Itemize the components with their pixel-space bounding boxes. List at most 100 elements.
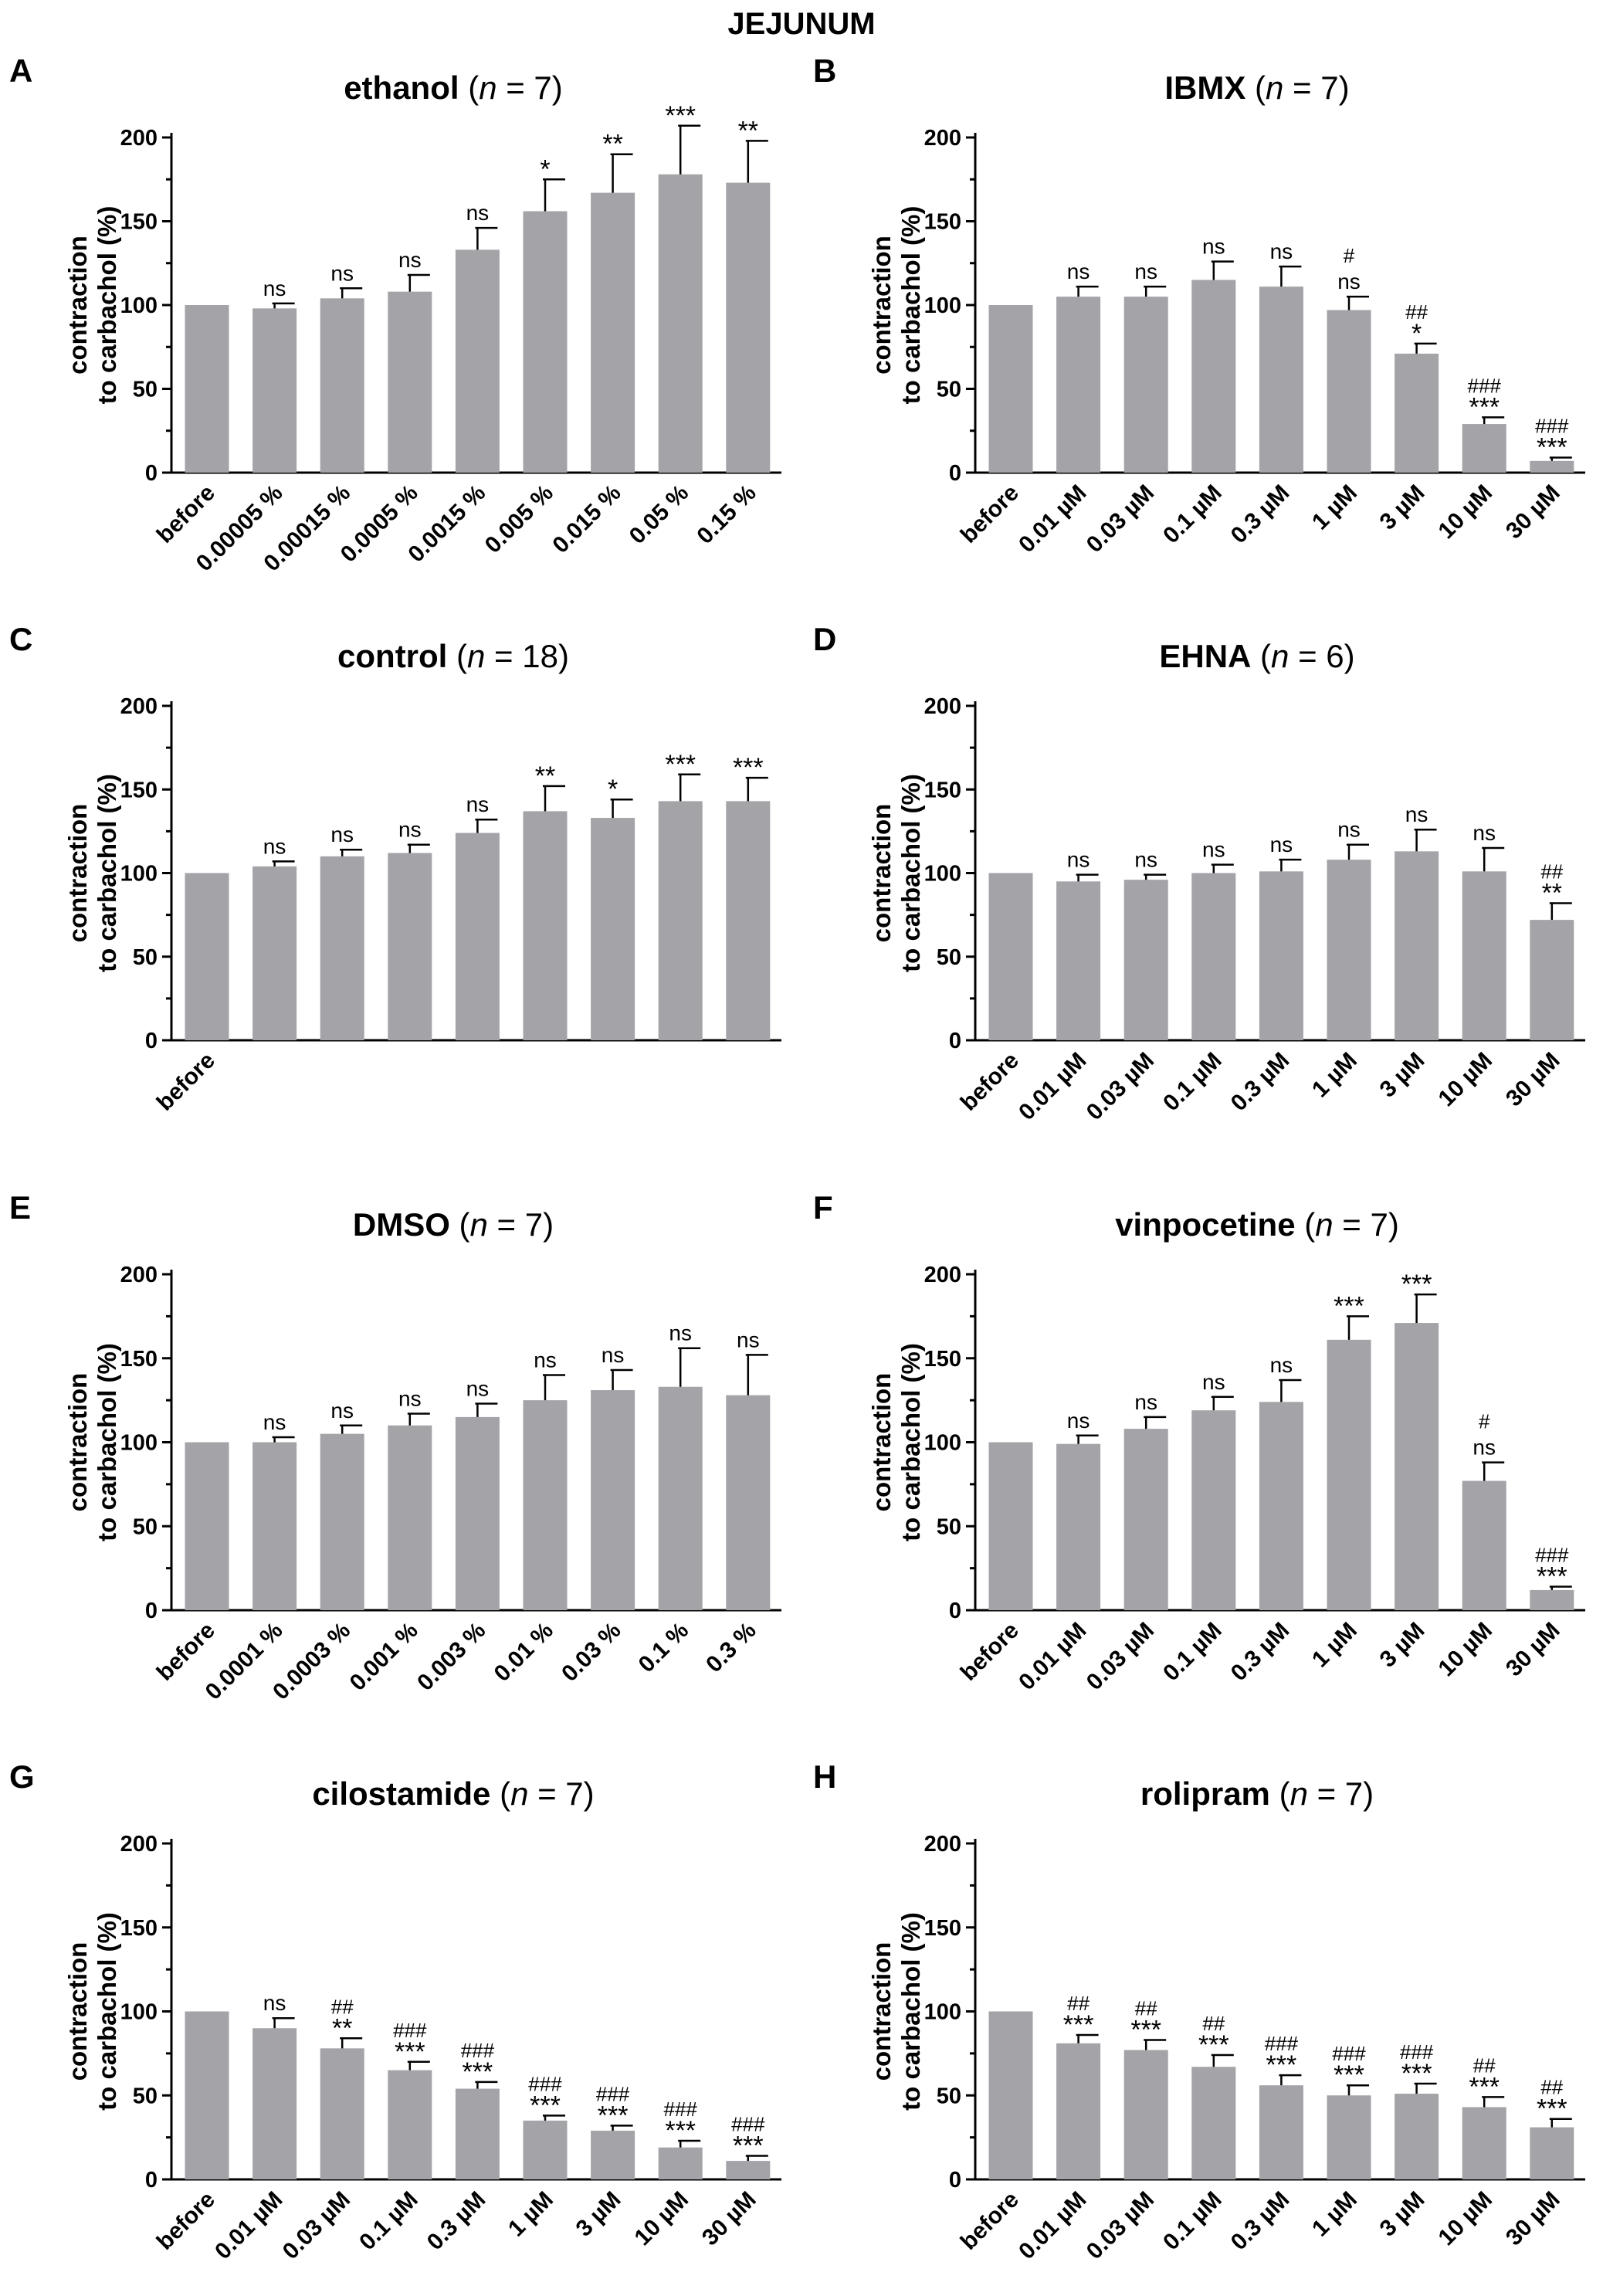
y-tick-label: 0: [145, 1029, 158, 1053]
bar-1: [252, 308, 297, 473]
y-tick-label: 200: [924, 126, 961, 151]
y-tick-label: 0: [949, 461, 961, 486]
y-axis-label: contractionto carbachol (%): [867, 1912, 925, 2111]
bar-2: [1123, 297, 1168, 473]
y-axis-label: contractionto carbachol (%): [867, 774, 925, 972]
y-tick-label: 100: [924, 293, 961, 318]
y-axis-label-line2: to carbachol (%): [896, 774, 925, 972]
x-tick-label: before: [956, 1048, 1024, 1116]
bar-3: [1191, 1410, 1236, 1610]
bar-0: [185, 873, 229, 1040]
title-n-value: = 7): [1308, 1775, 1374, 1812]
y-axis-label: contractionto carbachol (%): [867, 206, 925, 405]
significance-label: ***: [1401, 2059, 1432, 2088]
significance-label: ***: [733, 753, 764, 782]
y-axis-label-line1: contraction: [867, 1373, 896, 1512]
significance-label: ***: [1469, 392, 1500, 422]
panel-b: B IBMX (n = 7) contractionto carbachol (%)…: [813, 53, 1585, 558]
bar-1: [1056, 1443, 1101, 1610]
bar-8: [1530, 460, 1574, 473]
x-tick-label: 10 µM: [1433, 1048, 1497, 1112]
significance-label: **: [602, 130, 622, 159]
x-tick-label: 3 µM: [1375, 480, 1430, 535]
title-n: n: [1290, 1775, 1308, 1812]
y-tick-label: 150: [924, 210, 961, 235]
title-n-value: = 7): [488, 1206, 554, 1243]
y-tick-label: 150: [120, 778, 158, 802]
x-tick-label: before: [152, 1048, 220, 1116]
significance-label: ***: [1266, 2050, 1297, 2080]
y-axis-label: contractionto carbachol (%): [63, 1912, 121, 2111]
significance-label: ns: [263, 834, 286, 858]
y-tick-label: 200: [120, 1832, 158, 1857]
bar-8: [1530, 1589, 1574, 1610]
title-n-value: = 7): [528, 1775, 594, 1812]
x-tick-label: 0.01 µM: [1014, 2187, 1091, 2264]
y-axis-label-line2: to carbachol (%): [896, 206, 925, 405]
x-tick-label: 0.003 %: [412, 1618, 490, 1696]
y-tick-label: 200: [924, 1832, 961, 1857]
significance-label: ###: [1332, 2042, 1366, 2065]
bar-6: [1395, 1323, 1439, 1610]
bar-1: [1056, 297, 1101, 473]
x-tick-label: 10 µM: [629, 2187, 693, 2251]
x-tick-label: before: [956, 1618, 1024, 1686]
bar-0: [988, 305, 1033, 473]
x-tick-label: 0.03 µM: [1082, 2187, 1159, 2264]
y-tick-label: 50: [937, 2084, 961, 2108]
significance-label: ***: [463, 2057, 493, 2087]
bar-4: [455, 249, 500, 473]
bar-5: [523, 211, 568, 473]
bar-5: [523, 1400, 568, 1610]
bar-7: [1462, 1480, 1506, 1610]
significance-label: ***: [1537, 432, 1567, 462]
title-drug: cilostamide: [312, 1775, 490, 1812]
panel-title: vinpocetine (n = 7): [1115, 1206, 1399, 1243]
x-tick-label: 0.3 µM: [1226, 2187, 1295, 2256]
panel-title: EHNA (n = 6): [1159, 638, 1354, 674]
significance-label: **: [1542, 878, 1562, 907]
x-tick-label: before: [152, 1618, 220, 1686]
bar-1: [252, 1442, 297, 1610]
significance-label: *: [608, 775, 618, 804]
x-tick-label: 0.05 %: [625, 480, 693, 549]
significance-label: ns: [466, 792, 490, 816]
y-tick-label: 100: [924, 862, 961, 887]
title-n-value: = 7): [497, 70, 563, 106]
x-tick-label: 0.03 µM: [1082, 1048, 1159, 1125]
bar-3: [388, 2070, 432, 2179]
y-axis-label-line2: to carbachol (%): [93, 206, 121, 405]
significance-label: ###: [1468, 374, 1502, 397]
y-tick-label: 200: [120, 694, 158, 719]
y-tick-label: 0: [949, 1599, 961, 1623]
x-tick-label: before: [956, 2187, 1024, 2255]
x-tick-label: 1 µM: [1307, 480, 1362, 535]
bar-1: [252, 866, 297, 1040]
x-tick-label: 3 µM: [1375, 1618, 1430, 1673]
significance-label: ***: [1130, 2015, 1161, 2044]
bar-7: [658, 1386, 703, 1610]
bar-5: [523, 811, 568, 1040]
figure-title: JEJUNUM: [727, 7, 875, 41]
y-tick-label: 200: [924, 1263, 961, 1287]
x-tick-label: 0.3 µM: [422, 2187, 491, 2256]
y-axis-label-line1: contraction: [63, 1373, 92, 1512]
bar-6: [1395, 353, 1439, 473]
bar-8: [726, 1395, 771, 1610]
x-tick-label: 0.1 µM: [354, 2187, 423, 2256]
bar-8: [726, 801, 771, 1040]
significance-label: #: [1344, 244, 1355, 267]
panel-letter: B: [813, 53, 836, 89]
y-tick-label: 200: [120, 126, 158, 151]
x-tick-label: 0.03 %: [557, 1618, 625, 1687]
panel-title: DMSO (n = 7): [353, 1206, 554, 1243]
significance-label: ###: [461, 2039, 495, 2062]
significance-label: ns: [1405, 802, 1428, 826]
significance-label: ##: [1405, 300, 1428, 324]
significance-label: ###: [528, 2072, 562, 2095]
x-tick-label: 1 µM: [1307, 1618, 1362, 1673]
y-tick-label: 150: [120, 1916, 158, 1941]
